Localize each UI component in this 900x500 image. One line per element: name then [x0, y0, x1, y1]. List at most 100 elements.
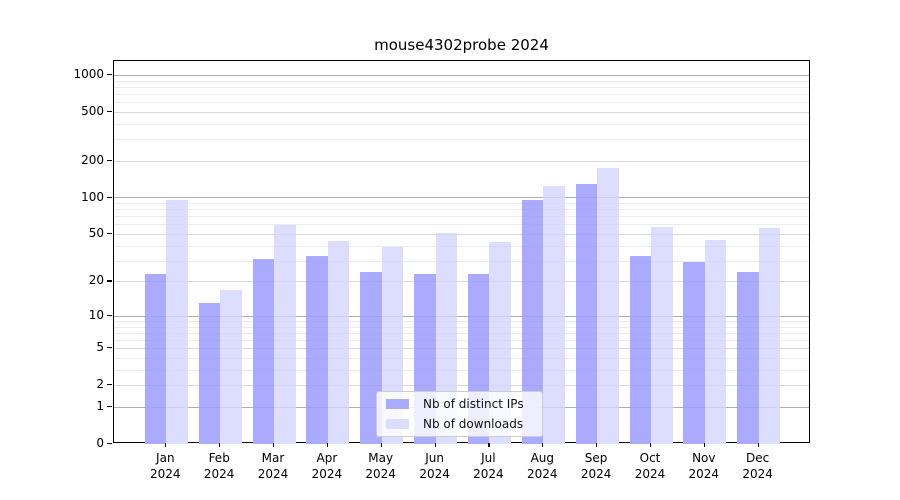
y-grid-overlay-minor-800	[114, 86, 809, 88]
y-tick-20	[107, 280, 112, 282]
x-tick-oct	[650, 443, 652, 447]
y-grid-overlay-minor-900	[114, 80, 809, 82]
bar-nb-of-downloads-oct	[651, 227, 673, 444]
plot-area	[113, 60, 810, 444]
y-tick-100	[107, 196, 112, 198]
x-label-jun: Jun 2024	[405, 450, 465, 482]
x-label-jul: Jul 2024	[458, 450, 518, 482]
y-tick-0	[107, 443, 112, 445]
x-label-year: 2024	[634, 467, 666, 481]
x-label-month: Jun	[425, 451, 444, 465]
x-label-year: 2024	[527, 467, 558, 481]
x-label-month: Sep	[584, 451, 608, 465]
y-grid-overlay-minor-600	[114, 102, 809, 104]
x-label-year: 2024	[742, 467, 773, 481]
y-grid-20	[114, 281, 809, 283]
y-tick-500	[107, 110, 112, 113]
x-tick-jun	[434, 443, 436, 447]
x-tick-apr	[326, 443, 329, 447]
x-tick-jan	[165, 443, 167, 447]
y-grid-overlay-minor-90	[114, 203, 809, 205]
y-tick-10	[107, 314, 112, 317]
legend-item-downloads: Nb of downloads	[386, 416, 533, 433]
y-label-200: 200	[81, 152, 104, 167]
bar-nb-of-distinct-ips-nov	[683, 262, 705, 444]
y-label-100: 100	[81, 189, 104, 204]
x-label-sep: Sep 2024	[566, 450, 626, 482]
y-grid-minor-40	[114, 245, 809, 247]
bar-nb-of-distinct-ips-sep	[575, 183, 598, 444]
y-label-1000: 1000	[73, 66, 104, 81]
y-grid-minor-800	[114, 86, 809, 88]
x-tick-dec	[757, 443, 759, 447]
bar-nb-of-distinct-ips-dec	[737, 272, 759, 444]
x-tick-feb	[219, 443, 221, 447]
x-label-month: Apr	[316, 451, 338, 465]
y-grid-overlay-20	[114, 281, 809, 283]
legend-label-downloads: Nb of downloads	[423, 416, 524, 431]
x-label-year: 2024	[365, 467, 396, 481]
legend-label-distinct-ips: Nb of distinct IPs	[423, 397, 524, 412]
x-label-feb: Feb 2024	[189, 450, 249, 482]
y-grid-minor-60	[114, 224, 809, 226]
x-label-jan: Jan 2024	[135, 450, 195, 482]
y-grid-overlay-minor-60	[114, 224, 809, 226]
y-grid-overlay-minor-40	[114, 245, 809, 247]
y-label-50: 50	[88, 226, 104, 240]
x-label-oct: Oct 2024	[620, 450, 680, 482]
y-grid-minor-900	[114, 80, 809, 82]
y-grid-overlay-50	[114, 233, 809, 235]
y-tick-2	[107, 384, 112, 386]
bar-nb-of-downloads-dec	[758, 228, 781, 444]
y-label-500: 500	[81, 103, 104, 118]
x-label-year: 2024	[580, 467, 612, 481]
x-tick-mar	[273, 443, 275, 447]
x-label-month: Aug	[530, 451, 555, 465]
y-tick-1000	[107, 73, 112, 76]
y-grid-minor-300	[114, 139, 809, 141]
y-label-1: 1	[96, 399, 104, 413]
chart-title: mouse4302probe 2024	[374, 36, 549, 54]
y-label-2: 2	[96, 377, 104, 392]
x-label-year: 2024	[473, 467, 504, 481]
y-grid-minor-7	[114, 332, 809, 334]
y-grid-overlay-minor-6	[114, 340, 809, 342]
x-label-may: May 2024	[351, 450, 411, 482]
y-label-20: 20	[88, 273, 104, 288]
bar-nb-of-distinct-ips-apr	[306, 255, 328, 444]
x-tick-aug	[542, 443, 544, 447]
x-tick-jul	[488, 443, 490, 447]
y-grid-overlay-minor-700	[114, 93, 809, 95]
y-grid-major-10	[114, 315, 809, 317]
bar-nb-of-distinct-ips-aug	[521, 200, 544, 444]
x-label-month: May	[368, 451, 394, 465]
x-label-year: 2024	[419, 467, 450, 481]
x-tick-sep	[596, 443, 598, 447]
bar-nb-of-distinct-ips-oct	[629, 255, 651, 444]
y-grid-2	[114, 385, 809, 387]
x-label-month: Jul	[481, 451, 496, 465]
bar-nb-of-downloads-nov	[704, 239, 727, 444]
y-label-0: 0	[96, 436, 104, 450]
y-grid-overlay-minor-30	[114, 260, 809, 262]
y-grid-major-100	[114, 197, 809, 199]
y-grid-5	[114, 348, 809, 350]
bar-nb-of-downloads-jan	[166, 200, 188, 444]
x-label-month: Mar	[261, 451, 285, 465]
y-tick-5	[107, 347, 112, 349]
y-label-5: 5	[96, 340, 104, 355]
x-label-month: Jan	[156, 451, 175, 465]
y-grid-overlay-major-100	[114, 197, 809, 199]
y-grid-minor-3	[114, 369, 809, 371]
y-grid-overlay-minor-70	[114, 216, 809, 218]
y-grid-overlay-minor-80	[114, 209, 809, 211]
y-grid-minor-70	[114, 216, 809, 218]
y-grid-minor-400	[114, 123, 809, 125]
y-grid-200	[114, 160, 809, 162]
bar-nb-of-downloads-apr	[327, 240, 350, 444]
y-grid-minor-90	[114, 203, 809, 205]
bar-nb-of-downloads-aug	[543, 185, 565, 444]
y-grid-overlay-minor-8	[114, 326, 809, 328]
bar-nb-of-downloads-mar	[274, 225, 296, 444]
